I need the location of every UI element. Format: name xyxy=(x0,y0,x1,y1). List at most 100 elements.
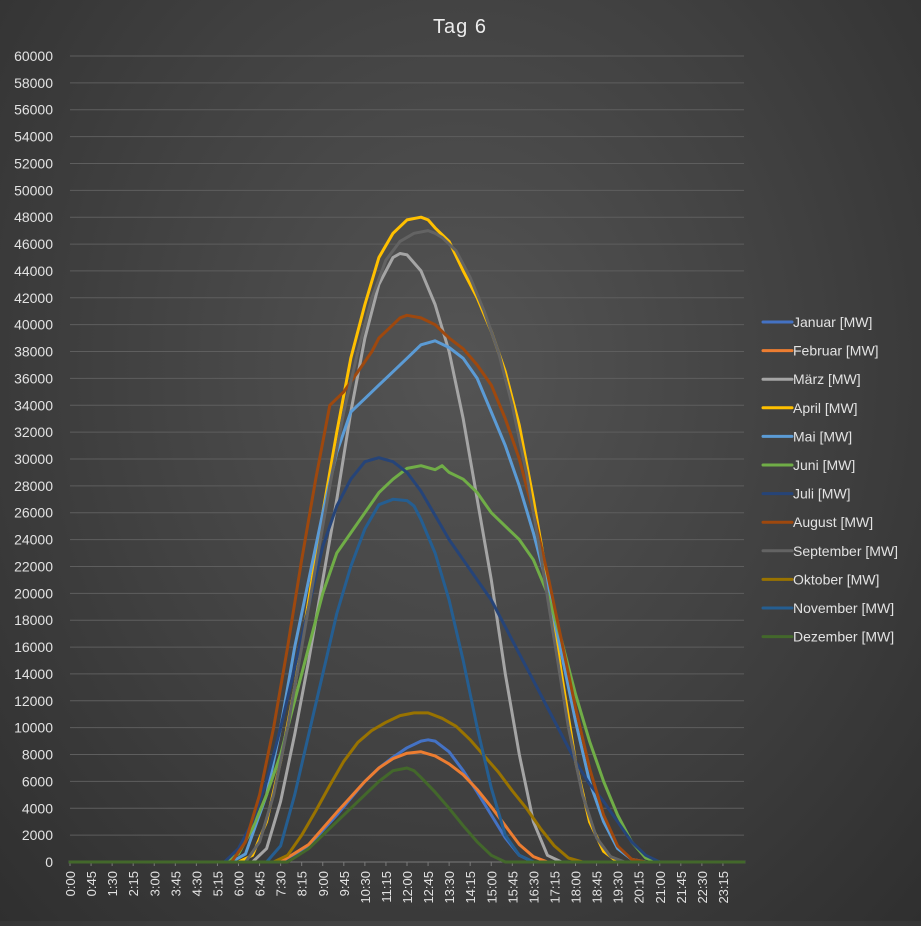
x-tick-label: 18:00 xyxy=(569,871,584,904)
x-tick-label: 9:45 xyxy=(337,871,352,896)
legend-item-oktober: Oktober [MW] xyxy=(761,571,879,587)
y-tick-label: 52000 xyxy=(14,155,53,171)
x-axis-tick-labels: 0:00 0:45 1:30 2:15 3:00 3:45 4:30 5:15 6:00 6:45… xyxy=(63,871,731,904)
y-tick-label: 58000 xyxy=(14,75,53,91)
legend-label: Dezember [MW] xyxy=(793,629,894,645)
series-line-juni xyxy=(68,464,746,864)
legend-label: März [MW] xyxy=(793,371,861,387)
y-tick-label: 6000 xyxy=(22,773,53,789)
legend-item-november: November [MW] xyxy=(761,600,894,616)
y-tick-label: 8000 xyxy=(22,747,53,763)
legend-item-mai: Mai [MW] xyxy=(761,428,852,444)
x-tick-label: 0:45 xyxy=(84,871,99,896)
y-tick-label: 34000 xyxy=(14,397,53,413)
legend-label: Juni [MW] xyxy=(793,457,855,473)
series-line-oktober xyxy=(68,711,746,864)
x-tick-label: 14:15 xyxy=(463,871,478,904)
chart-title: Tag 6 xyxy=(433,16,487,38)
x-tick-label: 7:30 xyxy=(274,871,289,896)
series-line-februar xyxy=(68,750,746,864)
x-tick-label: 3:00 xyxy=(147,871,162,896)
x-tick-label: 19:30 xyxy=(611,871,626,904)
x-tick-label: 21:45 xyxy=(674,871,689,904)
legend-label: Februar [MW] xyxy=(793,343,879,359)
series-line-august xyxy=(68,313,746,864)
x-tick-label: 3:45 xyxy=(168,871,183,896)
y-tick-label: 4000 xyxy=(22,800,53,816)
x-tick-label: 23:15 xyxy=(716,871,731,904)
x-tick-label: 6:00 xyxy=(232,871,247,896)
y-tick-label: 46000 xyxy=(14,236,53,252)
legend-item-juni: Juni [MW] xyxy=(761,457,855,473)
series-line-september xyxy=(68,229,746,864)
y-tick-label: 42000 xyxy=(14,290,53,306)
legend-label: Mai [MW] xyxy=(793,428,852,444)
y-tick-label: 50000 xyxy=(14,182,53,198)
legend-label: November [MW] xyxy=(793,600,894,616)
legend-label: Januar [MW] xyxy=(793,314,872,330)
legend-label: Oktober [MW] xyxy=(793,571,879,587)
y-tick-label: 22000 xyxy=(14,558,53,574)
series-lines xyxy=(68,215,746,864)
series-line-januar xyxy=(68,738,746,864)
y-tick-label: 56000 xyxy=(14,102,53,118)
x-tick-label: 4:30 xyxy=(189,871,204,896)
x-tick-label: 1:30 xyxy=(105,871,120,896)
y-tick-label: 0 xyxy=(45,854,53,870)
y-tick-label: 10000 xyxy=(14,720,53,736)
legend-label: August [MW] xyxy=(793,514,873,530)
y-tick-label: 40000 xyxy=(14,317,53,333)
y-tick-label: 24000 xyxy=(14,532,53,548)
x-tick-label: 2:15 xyxy=(126,871,141,896)
x-tick-label: 15:45 xyxy=(505,871,520,904)
x-tick-label: 20:15 xyxy=(632,871,647,904)
legend-label: Juli [MW] xyxy=(793,486,851,502)
legend-item-märz: März [MW] xyxy=(761,371,861,387)
legend-item-januar: Januar [MW] xyxy=(761,314,872,330)
x-tick-label: 9:00 xyxy=(316,871,331,896)
legend-item-dezember: Dezember [MW] xyxy=(761,629,894,645)
y-axis-tick-labels: 0 2000 4000 6000 8000 10000 12000 14000 16000 180… xyxy=(14,48,53,870)
series-line-mai xyxy=(68,339,746,864)
y-tick-label: 28000 xyxy=(14,478,53,494)
y-tick-label: 54000 xyxy=(14,129,53,145)
y-tick-label: 38000 xyxy=(14,344,53,360)
x-tick-label: 5:15 xyxy=(210,871,225,896)
x-tick-label: 22:30 xyxy=(695,871,710,904)
legend-item-februar: Februar [MW] xyxy=(761,343,879,359)
legend-item-april: April [MW] xyxy=(761,400,858,416)
legend-item-juli: Juli [MW] xyxy=(761,486,851,502)
x-tick-label: 12:45 xyxy=(421,871,436,904)
x-tick-label: 21:00 xyxy=(653,871,668,904)
legend-item-august: August [MW] xyxy=(761,514,873,530)
x-tick-label: 12:00 xyxy=(400,871,415,904)
y-tick-label: 30000 xyxy=(14,451,53,467)
y-tick-label: 2000 xyxy=(22,827,53,843)
series-line-märz xyxy=(68,252,746,864)
series-line-juli xyxy=(68,456,746,864)
legend-label: April [MW] xyxy=(793,400,858,416)
y-tick-label: 32000 xyxy=(14,424,53,440)
y-tick-label: 18000 xyxy=(14,612,53,628)
y-tick-label: 26000 xyxy=(14,505,53,521)
x-tick-label: 15:00 xyxy=(484,871,499,904)
x-tick-label: 13:30 xyxy=(442,871,457,904)
y-tick-label: 14000 xyxy=(14,666,53,682)
y-tick-label: 20000 xyxy=(14,585,53,601)
series-line-dezember xyxy=(68,766,746,864)
y-tick-label: 16000 xyxy=(14,639,53,655)
x-tick-label: 6:45 xyxy=(253,871,268,896)
x-tick-label: 16:30 xyxy=(526,871,541,904)
y-tick-label: 12000 xyxy=(14,693,53,709)
y-tick-label: 48000 xyxy=(14,209,53,225)
y-tick-label: 44000 xyxy=(14,263,53,279)
x-tick-label: 0:00 xyxy=(63,871,78,896)
y-tick-label: 36000 xyxy=(14,370,53,386)
gridlines xyxy=(69,55,744,866)
x-tick-label: 8:15 xyxy=(295,871,310,896)
y-tick-label: 60000 xyxy=(14,48,53,64)
series-line-november xyxy=(68,497,746,864)
legend-item-september: September [MW] xyxy=(761,543,898,559)
legend: Januar [MW] Februar [MW] März [MW] April [M… xyxy=(761,314,898,645)
